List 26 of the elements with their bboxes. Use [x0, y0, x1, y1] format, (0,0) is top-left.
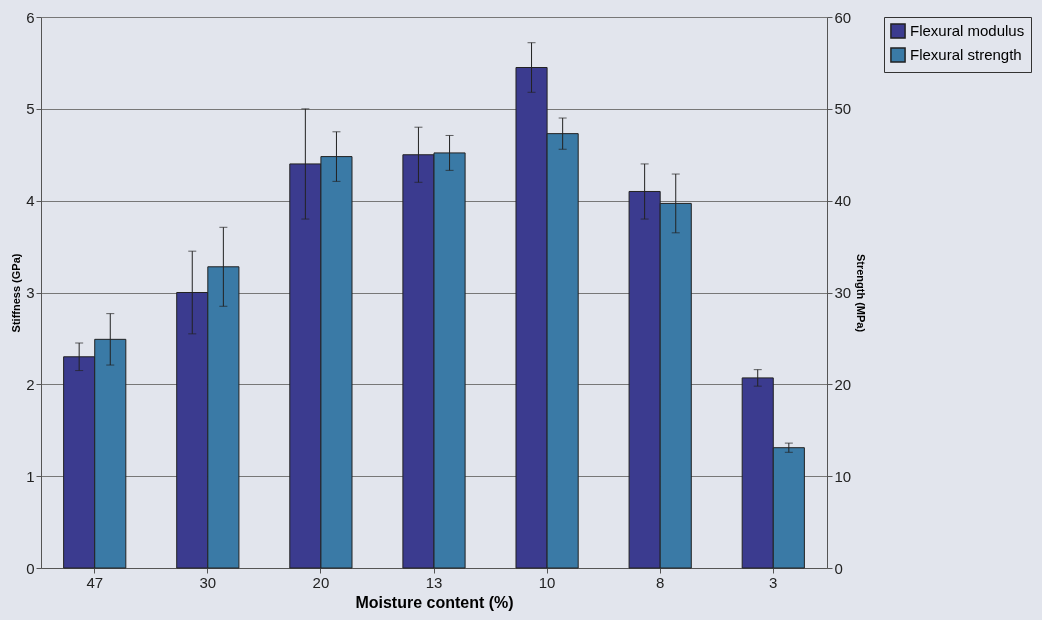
x-tick-label: 10 — [538, 573, 556, 591]
y2-tick-label: 40 — [834, 192, 852, 210]
y-tick-label: 5 — [26, 100, 35, 118]
x-tick-label: 3 — [769, 573, 778, 591]
y-tick-label: 4 — [26, 192, 35, 210]
y-tick-label: 0 — [26, 559, 35, 577]
y2-tick-label: 10 — [834, 467, 852, 485]
x-tick-label: 47 — [86, 573, 104, 591]
x-tick-label: 30 — [199, 573, 217, 591]
legend-label: Flexural strength — [910, 46, 1022, 63]
y2-tick-label: 0 — [834, 559, 843, 577]
y2-tick-label: 30 — [834, 284, 852, 301]
x-tick-label: 8 — [656, 573, 665, 591]
y2-tick-label: 20 — [834, 375, 852, 393]
x-tick-label: 13 — [425, 573, 443, 591]
y2-tick-label: 60 — [834, 8, 852, 26]
y-tick-label: 3 — [26, 284, 35, 301]
y-tick-label: 6 — [26, 8, 35, 26]
y2-tick-label: 50 — [834, 100, 852, 118]
legend-label: Flexural modulus — [910, 22, 1025, 39]
y-tick-label: 1 — [26, 467, 35, 485]
y2-axis-title: Strength (MPa) — [855, 253, 868, 333]
y-axis-title: Stiffness (GPa) — [10, 253, 23, 333]
y-tick-label: 2 — [26, 375, 35, 393]
x-tick-label: 20 — [312, 573, 330, 591]
x-axis-title: Moisture content (%) — [355, 593, 514, 611]
